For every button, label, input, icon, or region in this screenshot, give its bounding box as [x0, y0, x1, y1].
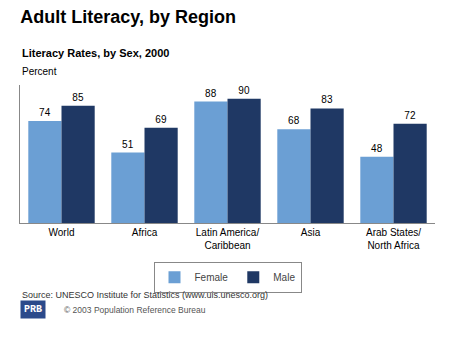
- svg-text:Adult Literacy, by Region: Adult Literacy, by Region: [20, 7, 236, 27]
- svg-text:Latin America/Caribbean: Latin America/Caribbean: [196, 227, 260, 251]
- svg-text:PRB: PRB: [24, 304, 42, 315]
- svg-text:Literacy Rates, by Sex, 2000: Literacy Rates, by Sex, 2000: [22, 47, 169, 59]
- svg-text:72: 72: [404, 110, 416, 121]
- svg-text:48: 48: [371, 143, 383, 154]
- svg-text:90: 90: [238, 85, 250, 96]
- svg-text:88: 88: [205, 88, 217, 99]
- svg-text:83: 83: [321, 94, 333, 105]
- svg-text:Percent: Percent: [22, 66, 57, 77]
- svg-text:69: 69: [155, 114, 167, 125]
- svg-text:74: 74: [39, 107, 51, 118]
- svg-text:Female: Female: [195, 272, 229, 283]
- svg-text:68: 68: [288, 115, 300, 126]
- svg-text:© 2003 Population Reference Bu: © 2003 Population Reference Bureau: [64, 305, 206, 315]
- svg-text:World: World: [49, 227, 75, 238]
- svg-text:51: 51: [122, 139, 134, 150]
- svg-text:Asia: Asia: [301, 227, 321, 238]
- svg-text:Arab States/North Africa: Arab States/North Africa: [366, 227, 421, 251]
- svg-text:Africa: Africa: [132, 227, 158, 238]
- svg-text:85: 85: [72, 92, 84, 103]
- svg-text:Male: Male: [273, 272, 295, 283]
- svg-text:Source: UNESCO Institute for S: Source: UNESCO Institute for Statistics …: [22, 290, 268, 300]
